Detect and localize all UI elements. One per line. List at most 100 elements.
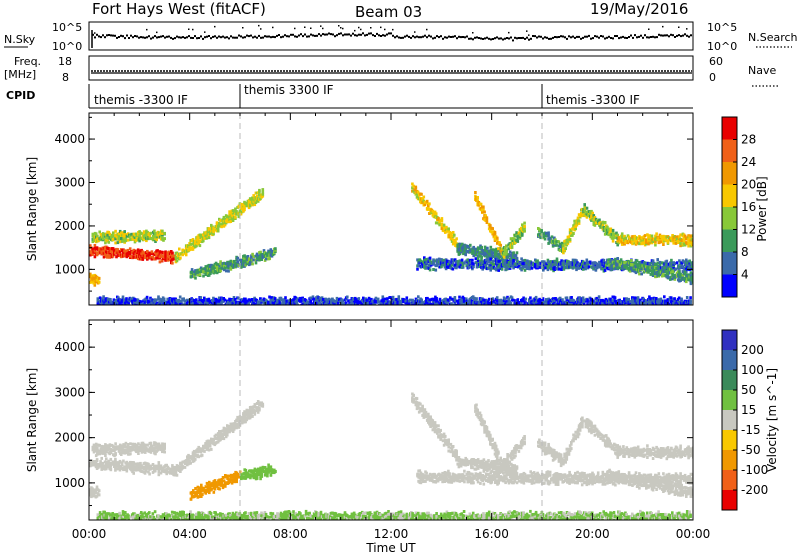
range-cell [603, 232, 607, 236]
range-cell [585, 258, 589, 262]
range-cell [674, 235, 678, 239]
noise-sample [648, 36, 650, 39]
range-cell [627, 235, 631, 239]
noise-sample [476, 36, 478, 39]
range-cell [156, 233, 160, 237]
range-cell [239, 264, 243, 268]
range-cell [623, 297, 626, 301]
range-cell [109, 298, 112, 301]
range-cell [294, 296, 298, 300]
range-cell [593, 303, 596, 305]
range-cell [521, 259, 524, 263]
range-cell [397, 297, 401, 301]
range-cell [297, 306, 300, 309]
noise-sample [528, 38, 530, 41]
range-cell [228, 218, 231, 222]
range-cell [133, 301, 136, 305]
range-cell [259, 197, 262, 201]
noise-sample [416, 35, 418, 38]
noise-sample [432, 37, 434, 40]
range-cell [558, 267, 561, 271]
range-cell [612, 306, 615, 309]
noise-sample [284, 34, 286, 37]
range-cell [691, 239, 693, 242]
range-cell [615, 263, 618, 266]
range-cell [615, 231, 618, 235]
range-cell [504, 261, 507, 265]
noise-sample [446, 36, 448, 39]
range-cell [205, 236, 209, 240]
range-cell [411, 182, 414, 186]
range-cell [411, 305, 414, 308]
range-cell [598, 265, 601, 269]
range-cell [458, 261, 462, 265]
range-cell [312, 303, 316, 305]
range-cell [153, 229, 156, 233]
noise-sample [376, 32, 378, 35]
noise-sample [576, 35, 578, 38]
range-cell [259, 297, 262, 301]
noise-trace [91, 24, 692, 48]
range-cell [630, 267, 633, 270]
range-cell [504, 305, 507, 308]
range-cell [320, 296, 324, 300]
range-cell [557, 302, 561, 305]
range-cell [565, 298, 569, 302]
range-cell [548, 236, 551, 240]
range-cell [140, 300, 143, 304]
noise-sample [564, 36, 566, 39]
range-cell [689, 274, 693, 278]
range-cell [417, 295, 420, 299]
noise-sample [202, 37, 204, 40]
range-cell [518, 236, 522, 240]
range-cell [611, 230, 615, 234]
range-cell [212, 307, 215, 310]
noise-sample [190, 36, 192, 39]
range-cell [307, 305, 310, 308]
noise-search-sample [354, 29, 356, 32]
noise-search-sample [260, 28, 262, 30]
noise-sample [144, 36, 146, 39]
range-cell [633, 267, 637, 271]
range-cell [647, 239, 650, 243]
range-cell [681, 273, 685, 277]
range-cell [381, 297, 385, 301]
range-cell [669, 263, 672, 267]
range-cell [491, 248, 495, 252]
noise-sample [676, 34, 678, 37]
range-cell [689, 240, 693, 244]
range-cell [152, 234, 155, 238]
range-cell [179, 307, 182, 310]
range-cell [395, 297, 398, 301]
range-cell [617, 236, 621, 240]
noise-sample [688, 35, 690, 38]
range-cell [274, 307, 277, 310]
range-cell [473, 306, 476, 309]
range-cell [502, 255, 506, 259]
range-cell [382, 306, 385, 309]
range-cell [306, 300, 309, 304]
range-cell [634, 307, 637, 310]
noise-sample [210, 37, 212, 40]
range-cell [222, 264, 226, 268]
range-cell [634, 271, 638, 275]
range-cell [581, 296, 585, 300]
range-cell [203, 299, 206, 303]
range-cell [164, 302, 167, 305]
range-cell [390, 298, 394, 301]
noise-sample [492, 38, 494, 40]
range-cell [501, 306, 504, 309]
noise-sample [398, 36, 400, 39]
range-cell [394, 301, 397, 305]
range-cell [654, 234, 657, 238]
range-cell [170, 259, 173, 263]
range-cell [453, 258, 457, 262]
range-cell [155, 251, 158, 255]
range-cell [434, 268, 438, 272]
range-cell [234, 215, 237, 219]
noise-sample [338, 32, 340, 35]
noise-sample [414, 36, 416, 39]
range-cell [618, 303, 621, 305]
range-cell [146, 249, 149, 253]
noise-sample [126, 34, 128, 37]
